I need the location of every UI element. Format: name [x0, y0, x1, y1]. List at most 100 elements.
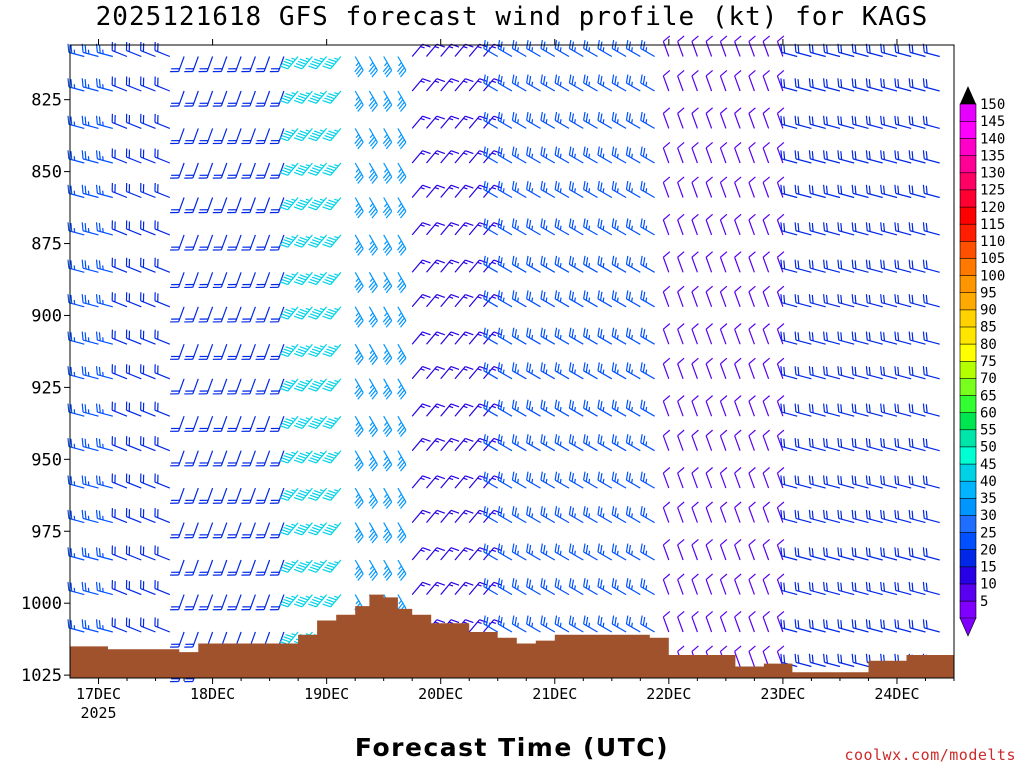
barb-flag [279, 315, 289, 320]
wind-barb [354, 128, 364, 150]
barb-flag [528, 579, 532, 589]
wind-barb [568, 146, 584, 164]
barb-flag [326, 167, 335, 172]
barb-flag [111, 182, 113, 192]
barb-flag [493, 115, 503, 120]
barb-flag [568, 578, 572, 587]
wind-barb [368, 162, 378, 184]
barb-flag [199, 246, 209, 248]
barb-half-flag [334, 164, 339, 167]
barb-half-flag [588, 550, 591, 556]
barb-flag [311, 564, 321, 569]
barb-flag [324, 241, 333, 246]
barb-flag [540, 399, 543, 409]
barb-flag [128, 365, 131, 374]
credit-link[interactable]: coolwx.com/modelts [844, 746, 1016, 764]
barb-flag [328, 524, 337, 529]
wind-barb [241, 272, 256, 289]
barb-flag [171, 643, 180, 645]
barb-flag [142, 77, 145, 87]
barb-flag [125, 113, 128, 123]
colorbar-label: 95 [980, 286, 997, 302]
wind-barb [67, 294, 85, 308]
barb-flag [241, 537, 250, 539]
wind-barb [140, 76, 156, 92]
barb-flag [322, 387, 331, 392]
barb-flag [436, 259, 446, 264]
barb-half-flag [369, 240, 374, 245]
barb-flag [542, 147, 546, 157]
barb-flag [370, 245, 377, 254]
barb-flag [450, 475, 460, 480]
barb-flag [311, 276, 321, 281]
barb-half-flag [531, 153, 534, 159]
barb-flag [568, 111, 572, 121]
x-tick-label: 23DEC [760, 685, 805, 703]
barb-flag [385, 464, 393, 472]
barb-flag [256, 571, 266, 573]
wind-barb [540, 327, 556, 345]
barb-flag [371, 320, 378, 328]
barb-flag [585, 182, 589, 192]
barb-half-flag [463, 80, 468, 84]
barb-flag [511, 290, 515, 299]
wind-barb [397, 306, 407, 328]
barb-half-flag [355, 134, 360, 139]
barb-flag [98, 185, 101, 195]
barb-flag [70, 476, 73, 485]
barb-flag [385, 429, 393, 438]
barb-flag [371, 210, 378, 219]
wind-barb [397, 234, 407, 256]
wind-barb [184, 522, 199, 539]
wind-barb [125, 220, 142, 236]
barb-flag [281, 134, 290, 139]
barb-flag [125, 41, 128, 51]
barb-flag [370, 389, 377, 398]
wind-barb [111, 329, 128, 345]
barb-flag [154, 76, 156, 86]
barb-flag [355, 461, 363, 469]
barb-flag [583, 39, 586, 49]
barb-flag [228, 174, 237, 176]
barb-half-flag [384, 456, 388, 461]
barb-flag [322, 603, 331, 608]
wind-barb [241, 234, 256, 251]
barb-flag [170, 286, 179, 289]
wind-barb [454, 331, 474, 345]
barb-flag [212, 465, 222, 467]
barb-half-flag [398, 349, 402, 354]
barb-half-flag [398, 312, 402, 317]
wind-barb [198, 522, 214, 539]
wind-barb [568, 111, 584, 129]
barb-flag [198, 502, 208, 504]
barb-flag [140, 545, 142, 555]
wind-barb [279, 450, 299, 464]
barb-flag [228, 68, 237, 70]
barb-flag [422, 365, 431, 370]
wind-barb [468, 78, 488, 92]
barb-flag [283, 564, 292, 569]
barb-flag [125, 220, 128, 229]
barb-half-flag [545, 550, 548, 556]
barb-half-flag [384, 240, 388, 245]
barb-flag [397, 315, 404, 323]
barb-flag [500, 401, 503, 410]
wind-barb [279, 90, 299, 104]
barb-flag [309, 313, 319, 318]
wind-barb [140, 508, 156, 524]
barb-flag [370, 461, 377, 469]
barb-flag [111, 113, 113, 123]
barb-half-flag [87, 265, 90, 270]
wind-barb [354, 197, 364, 219]
barb-flag [299, 199, 309, 204]
barb-half-flag [384, 168, 388, 173]
barb-flag [514, 363, 518, 373]
barb-flag [185, 140, 194, 142]
barb-flag [368, 136, 375, 145]
barb-flag [357, 248, 364, 256]
barb-half-flag [398, 62, 402, 67]
barb-flag [514, 41, 518, 51]
barb-flag [400, 573, 407, 581]
wind-barb [95, 437, 113, 452]
barb-flag [568, 434, 572, 443]
